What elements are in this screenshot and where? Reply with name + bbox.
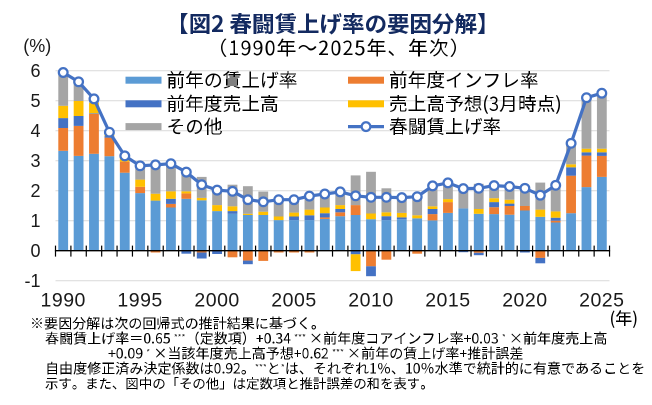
svg-text:2010: 2010 (348, 290, 393, 312)
svg-text:2005: 2005 (271, 290, 316, 312)
svg-text:6: 6 (30, 61, 40, 81)
svg-text:2015: 2015 (425, 290, 470, 312)
svg-text:2000: 2000 (194, 290, 239, 312)
svg-text:2020: 2020 (502, 290, 547, 312)
svg-text:3: 3 (30, 151, 40, 171)
svg-text:0: 0 (30, 241, 40, 261)
svg-text:5: 5 (30, 91, 40, 111)
svg-text:1990: 1990 (41, 290, 86, 312)
svg-text:-1: -1 (24, 271, 40, 291)
svg-text:(%): (%) (23, 36, 51, 56)
svg-text:1995: 1995 (117, 290, 162, 312)
svg-text:4: 4 (30, 121, 40, 141)
svg-text:2: 2 (30, 181, 40, 201)
svg-text:2025: 2025 (579, 290, 624, 312)
svg-text:1: 1 (30, 211, 40, 231)
